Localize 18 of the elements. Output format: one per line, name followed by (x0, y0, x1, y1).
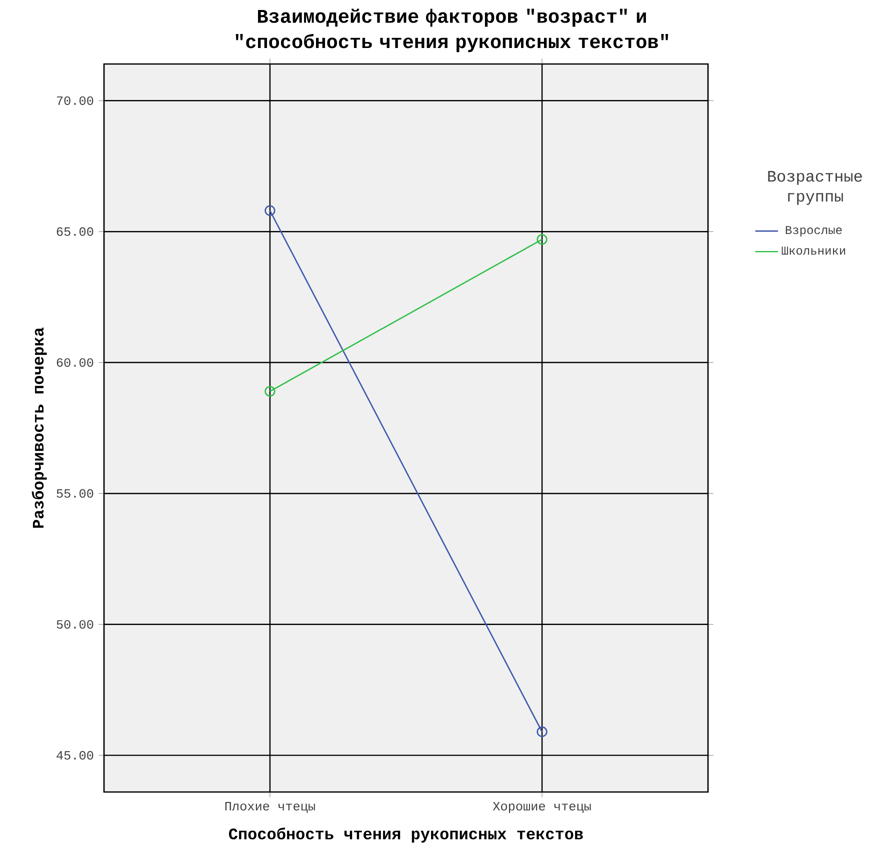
y-axis-title: Разборчивость почерка (32, 328, 47, 528)
y-tick-label: 65.00 (56, 227, 94, 236)
y-tick-label: 55.00 (56, 489, 94, 498)
chart-title: Взаимодействие факторов "возраст" и "способность чтения рукописных текстов" (236, 8, 668, 52)
x-tick-label: Хорошие чтецы (492, 802, 591, 814)
x-tick-label: Плохие чтецы (225, 802, 315, 813)
y-tick-label: 50.00 (56, 620, 94, 629)
point (536, 726, 548, 738)
point (264, 386, 276, 397)
x-axis-title: Способность чтения рукописных текстов (229, 828, 583, 843)
y-tick-label: 45.00 (56, 751, 94, 760)
y-tick-label: 60.00 (56, 358, 94, 367)
legend-label: Взрослые (786, 226, 842, 236)
legend-title: Возрастные группы (768, 171, 862, 205)
point (264, 205, 276, 216)
legend-label: Школьники (782, 246, 846, 255)
point (536, 234, 548, 245)
y-tick-label: 70.00 (56, 96, 94, 105)
